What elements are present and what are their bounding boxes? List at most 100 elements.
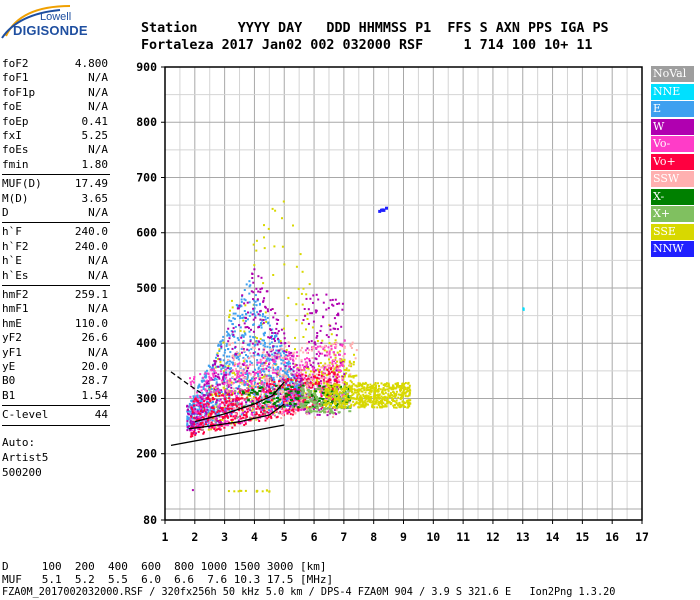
echo-point [283, 363, 286, 366]
echo-point [205, 391, 208, 394]
echo-point [345, 367, 348, 370]
echo-point [256, 382, 259, 385]
echo-point [402, 384, 404, 387]
echo-point [327, 398, 331, 401]
echo-point [295, 374, 298, 377]
echo-point [271, 353, 274, 356]
echo-point [190, 424, 193, 427]
echo-point [279, 368, 282, 371]
echo-point [261, 354, 264, 356]
x-tick-label: 10 [426, 530, 440, 544]
echo-point [278, 384, 281, 387]
echo-point [257, 313, 260, 316]
echo-point [252, 318, 255, 321]
echo-point [331, 362, 334, 365]
echo-point [239, 381, 242, 384]
echo-point [236, 375, 239, 377]
echo-point [271, 358, 274, 361]
echo-point [200, 397, 203, 400]
echo-point [233, 392, 236, 395]
echo-point [267, 412, 270, 414]
echo-point [348, 384, 351, 387]
echo-point [272, 368, 275, 371]
echo-point [199, 402, 202, 404]
echo-point [248, 280, 251, 283]
echo-point [236, 307, 239, 310]
echo-point [192, 395, 195, 398]
echo-point [240, 372, 243, 374]
echo-point [266, 317, 269, 319]
echo-point [286, 314, 289, 317]
echo-point [363, 401, 366, 404]
echo-point [250, 362, 253, 364]
echo-point [315, 382, 318, 385]
echo-point [324, 389, 327, 392]
param-value: N/A [88, 345, 108, 359]
echo-point [253, 377, 256, 380]
echo-point [297, 390, 300, 393]
echo-point [277, 405, 280, 408]
echo-point [204, 388, 207, 391]
echo-point [230, 399, 232, 402]
echo-point [264, 400, 268, 403]
echo-point [207, 414, 210, 416]
echo-point [378, 385, 380, 387]
echo-point [258, 326, 260, 328]
echo-point [279, 410, 282, 413]
echo-point [292, 354, 295, 357]
param-value: N/A [88, 206, 108, 219]
echo-point [373, 403, 376, 406]
echo-point [293, 392, 296, 395]
param-separator [2, 424, 110, 426]
echo-point [235, 401, 238, 404]
echo-point [279, 377, 282, 380]
echo-point [352, 376, 355, 379]
echo-point [194, 397, 197, 400]
echo-point [329, 356, 332, 359]
echo-point [232, 381, 235, 384]
echo-point [300, 385, 303, 388]
echo-point [205, 375, 208, 378]
y-tick-label: 700 [136, 170, 157, 184]
echo-point [314, 357, 317, 360]
echo-point [231, 418, 234, 421]
echo-point [299, 375, 302, 378]
echo-point [262, 332, 265, 335]
echo-point [522, 307, 525, 311]
echo-point [264, 411, 267, 414]
echo-point [233, 317, 236, 320]
echo-point [223, 370, 225, 373]
echo-point [373, 397, 375, 400]
echo-point [223, 388, 226, 391]
echo-point [196, 391, 199, 394]
echo-point [357, 402, 360, 405]
echo-point [396, 382, 399, 385]
echo-point [254, 300, 257, 303]
echo-point [402, 391, 405, 393]
echo-point [343, 373, 346, 376]
echo-point [265, 367, 268, 370]
echo-point [332, 406, 335, 409]
echo-point [276, 375, 279, 378]
echo-point [290, 417, 293, 420]
echo-point [209, 393, 212, 396]
echo-point [229, 405, 232, 408]
echo-point [299, 379, 302, 382]
echo-point [322, 385, 326, 388]
echo-point [326, 364, 329, 367]
echo-point [220, 364, 223, 367]
echo-point [311, 384, 314, 386]
echo-point [221, 339, 224, 342]
echo-point [343, 402, 346, 405]
echo-point [380, 208, 384, 212]
echo-point [230, 320, 233, 323]
echo-point [295, 407, 298, 410]
echo-point [267, 378, 269, 381]
echo-point [222, 364, 224, 367]
echo-point [235, 370, 238, 373]
echo-point [234, 390, 237, 392]
echo-point [349, 389, 352, 392]
echo-point [197, 412, 200, 415]
echo-point [386, 400, 389, 403]
y-tick-label: 500 [136, 281, 157, 295]
